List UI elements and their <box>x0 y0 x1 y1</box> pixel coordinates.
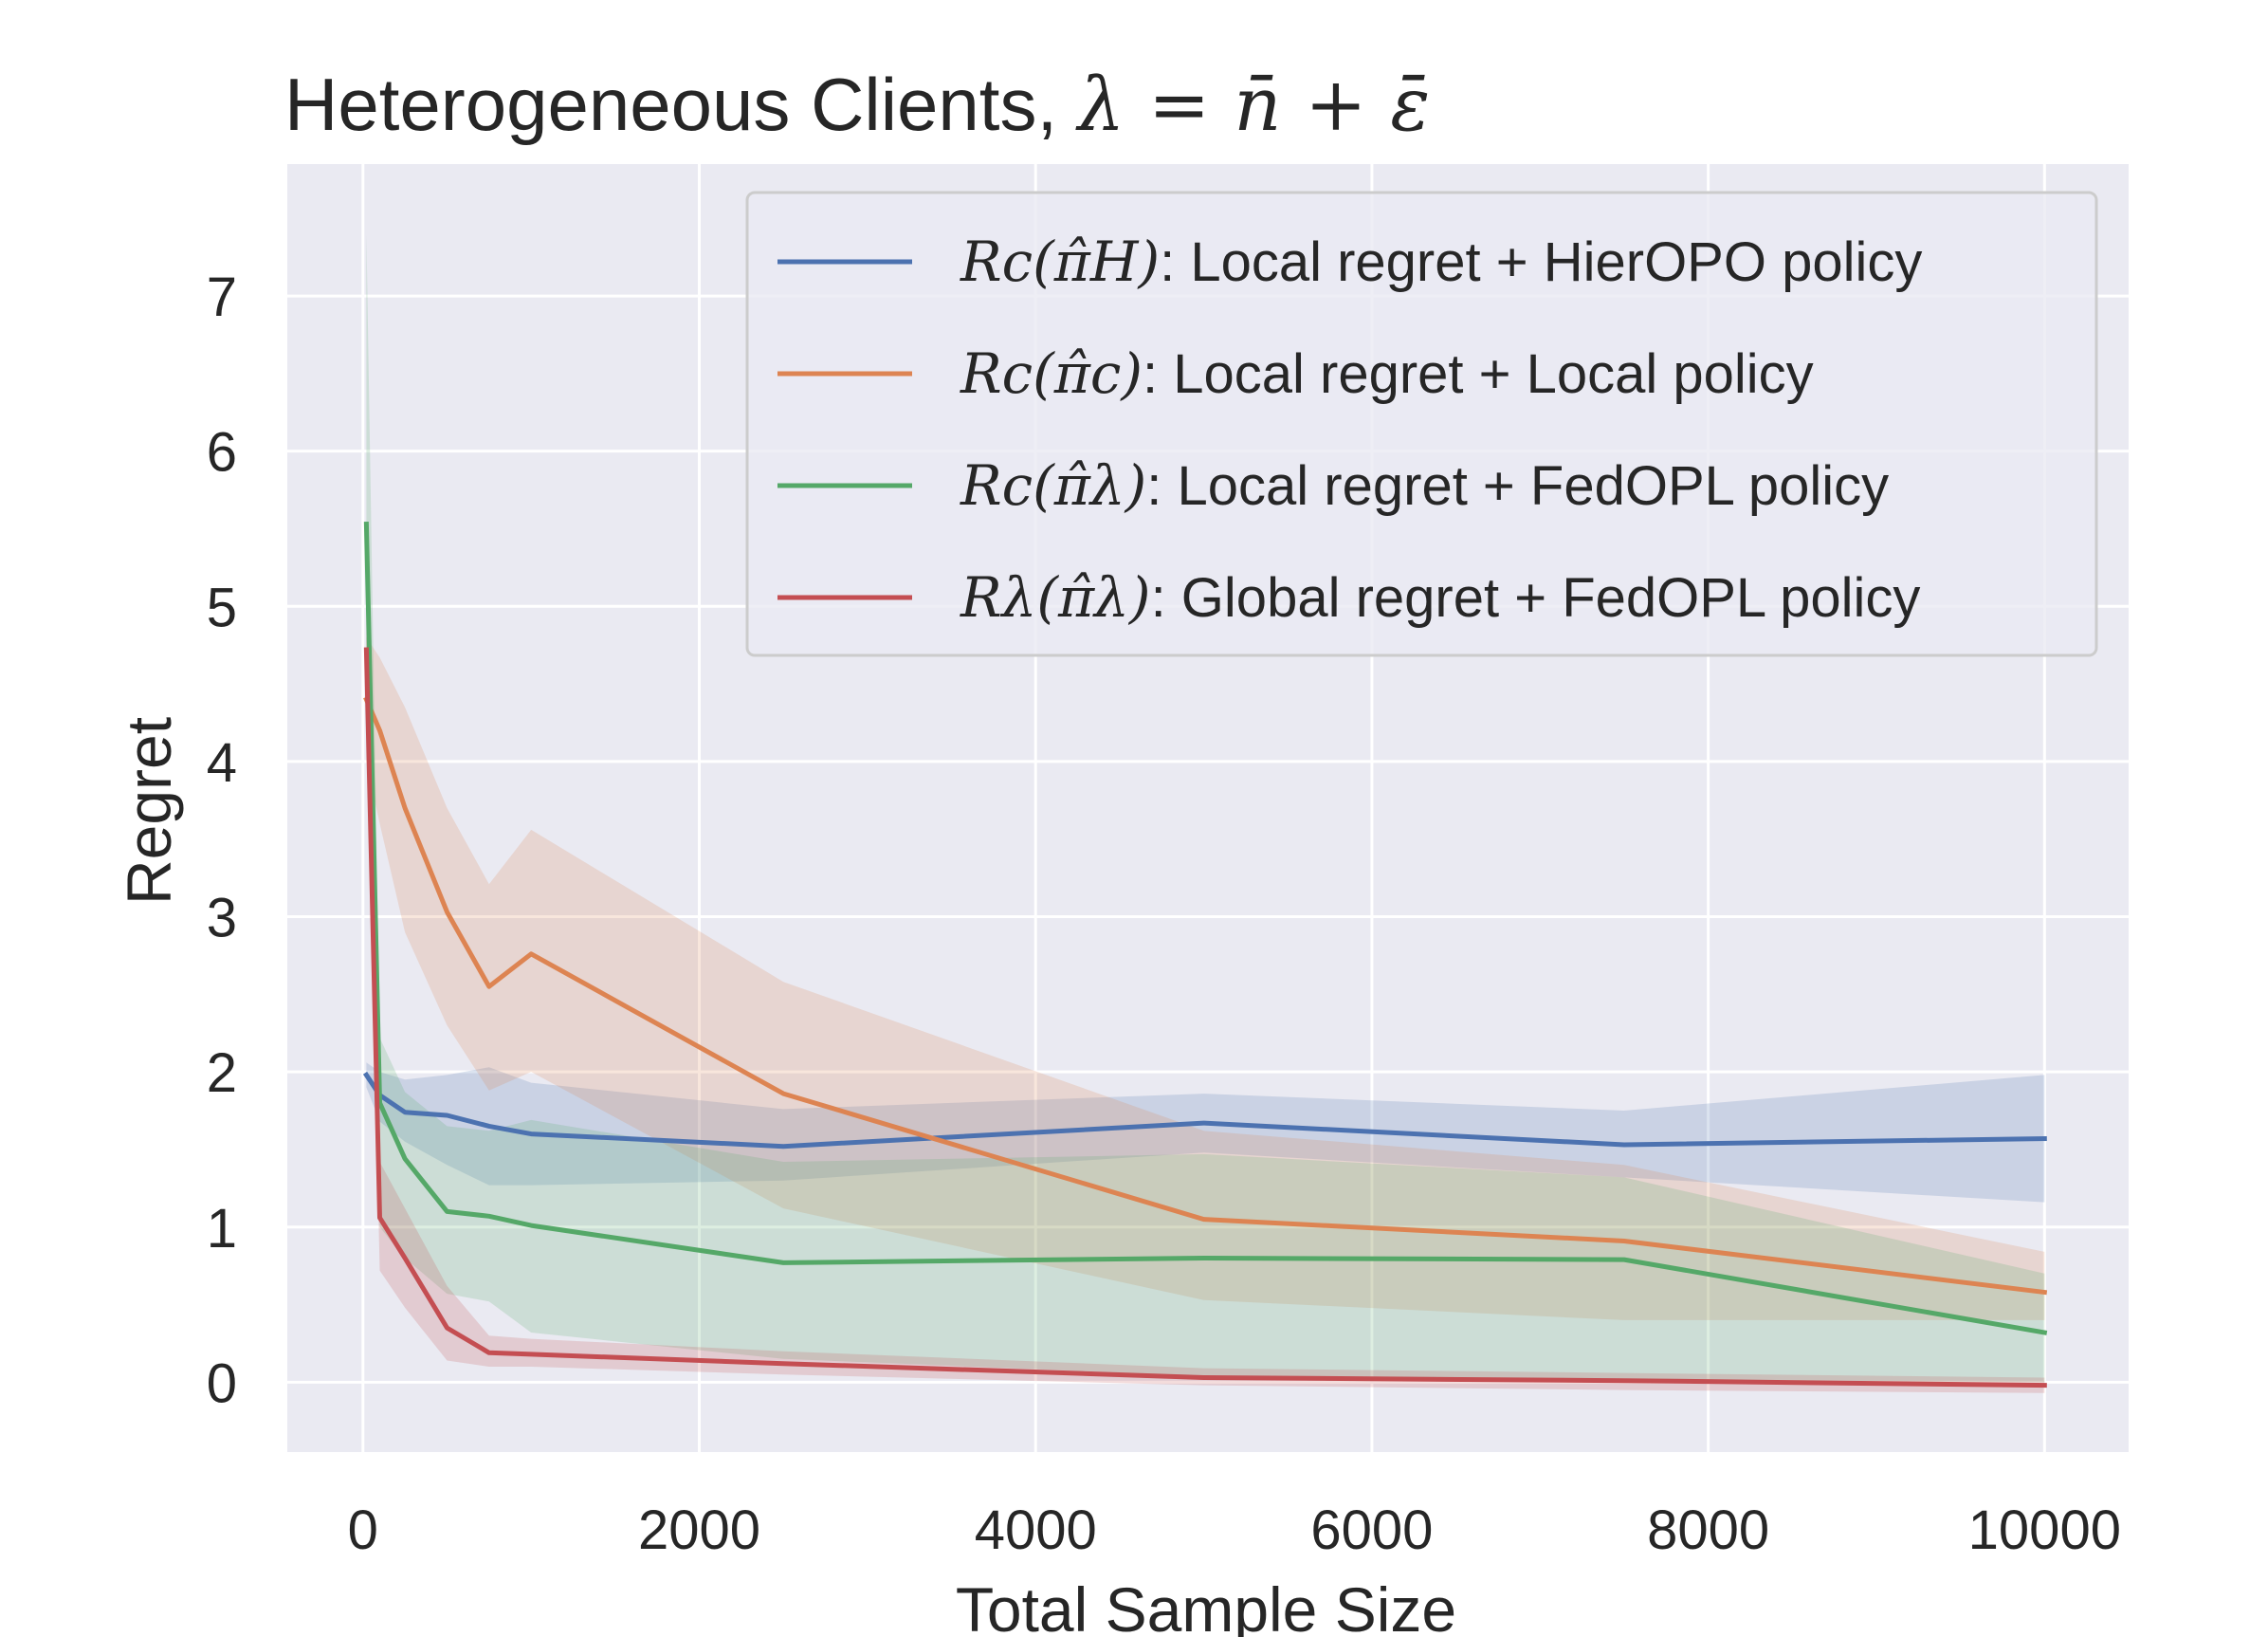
confidence-band-series-3 <box>366 233 2045 1383</box>
series-line-3 <box>363 522 2048 1335</box>
legend: Rc(π̂H): Local regret + HierOPO policy Rc… <box>745 191 2098 657</box>
legend-label-4: Rλ(π̂λ): Global regret + FedOPL policy <box>960 565 1920 630</box>
x-tick-label: 10000 <box>1968 1499 2121 1561</box>
y-tick-label: 5 <box>207 577 237 638</box>
confidence-band-series-1 <box>366 1062 2045 1203</box>
legend-label-1: Rc(π̂H): Local regret + HierOPO policy <box>960 230 1922 294</box>
x-tick-labels: 0 2000 4000 6000 8000 10000 <box>348 1499 2121 1561</box>
y-tick-label: 6 <box>207 422 237 484</box>
y-tick-label: 2 <box>207 1042 237 1104</box>
y-tick-label: 0 <box>207 1352 237 1414</box>
chart-title: Heterogeneous Clients, λ = n̄ + ε̄ <box>284 63 1430 148</box>
confidence-bands <box>366 233 2045 1393</box>
x-tick-label: 8000 <box>1647 1499 1769 1561</box>
x-axis-label: Total Sample Size <box>956 1574 1456 1637</box>
x-tick-label: 0 <box>348 1499 378 1561</box>
y-axis-label: Regret <box>114 717 184 905</box>
y-tick-label: 7 <box>207 267 237 328</box>
confidence-band-series-2 <box>366 637 2045 1320</box>
x-tick-label: 4000 <box>975 1499 1097 1561</box>
series-line-2 <box>363 696 2048 1296</box>
y-tick-label: 4 <box>207 732 237 794</box>
legend-frame <box>745 191 2098 657</box>
series-line-4 <box>363 647 2047 1389</box>
y-tick-label: 3 <box>207 888 237 949</box>
y-tick-labels: 0 1 2 3 4 5 6 7 <box>207 267 237 1414</box>
series-line-1 <box>362 1071 2047 1150</box>
x-tick-label: 2000 <box>638 1499 760 1561</box>
legend-label-3: Rc(π̂λ): Local regret + FedOPL policy <box>960 453 1889 518</box>
series-lines <box>362 522 2048 1389</box>
x-tick-label: 6000 <box>1310 1499 1433 1561</box>
legend-label-2: Rc(π̂c): Local regret + Local policy <box>960 341 1814 406</box>
y-tick-label: 1 <box>207 1198 237 1260</box>
